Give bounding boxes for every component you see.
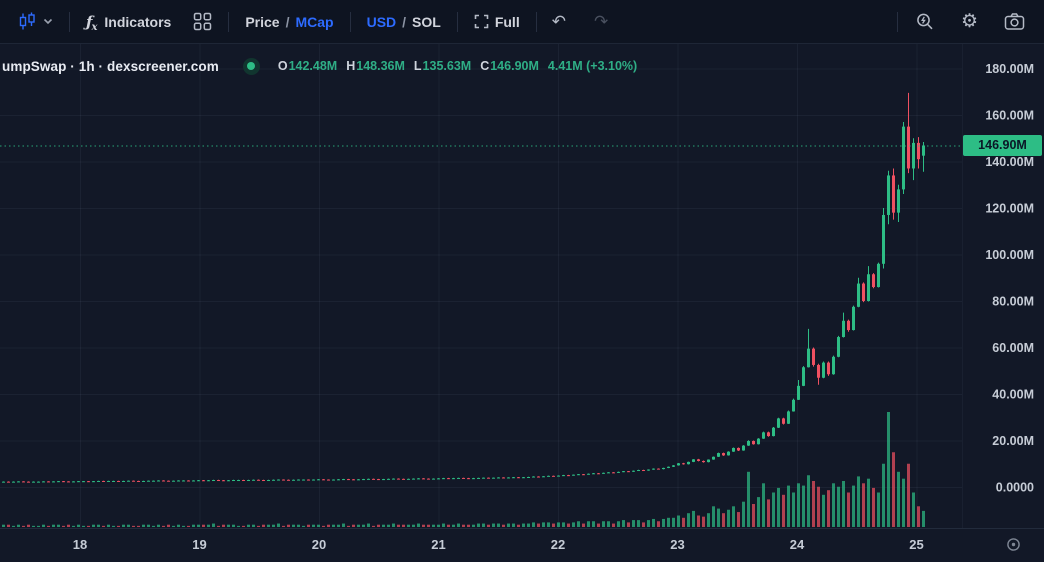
full-label: Full — [494, 13, 520, 30]
svg-text:25: 25 — [909, 537, 923, 552]
svg-text:21: 21 — [431, 537, 445, 552]
svg-text:40.00M: 40.00M — [992, 388, 1034, 402]
undo-button[interactable]: ↶ — [551, 11, 566, 31]
fullscreen-button[interactable]: Full — [466, 10, 528, 34]
price-axis[interactable] — [962, 44, 1044, 528]
svg-text:18: 18 — [73, 537, 87, 552]
y-axis-labels: 180.00M 160.00M 140.00M 120.00M 100.00M 80.00… — [985, 62, 1034, 495]
time-axis[interactable] — [0, 528, 1000, 562]
layouts-button[interactable] — [185, 8, 220, 35]
symbol-title: umpSwap · 1h · dexscreener.com — [2, 58, 219, 74]
high-label: H — [346, 59, 356, 73]
quick-search-button[interactable] — [906, 9, 944, 35]
svg-text:23: 23 — [670, 537, 684, 552]
gear-icon: ⚙ — [960, 11, 978, 32]
svg-text:22: 22 — [551, 537, 565, 552]
axis-gear-icon — [1006, 537, 1020, 551]
indicators-button[interactable]: ƒx Indicators — [78, 9, 179, 35]
x-axis-labels: 18 19 20 21 22 23 24 25 — [73, 537, 924, 552]
toolbar-divider — [228, 11, 230, 32]
close-label: C — [480, 59, 490, 73]
ohlc-readout: O 142.48M H 148.36M L 135.63M C 146.90M 4.41… — [278, 59, 637, 73]
open-value: 142.48M — [288, 59, 338, 73]
chart-toolbar: ƒx Indicators Price / MCap USD / SOL — [0, 0, 1044, 44]
slash-separator: / — [285, 13, 290, 30]
toolbar-divider — [349, 11, 351, 32]
low-label: L — [413, 59, 422, 73]
mcap-option[interactable]: MCap — [295, 13, 334, 30]
usd-option[interactable]: USD — [366, 13, 397, 30]
change-value: 4.41M (+3.10%) — [547, 59, 638, 73]
close-value: 146.90M — [490, 59, 539, 73]
camera-icon — [1004, 13, 1025, 30]
live-status-chip[interactable] — [242, 57, 260, 75]
chevron-down-icon — [43, 18, 53, 25]
chart-type-button[interactable] — [10, 8, 61, 35]
fullscreen-icon — [474, 14, 489, 29]
indicators-label: Indicators — [104, 13, 172, 30]
svg-text:20.00M: 20.00M — [992, 434, 1034, 448]
axis-settings-button[interactable] — [1002, 534, 1024, 554]
svg-text:80.00M: 80.00M — [992, 295, 1034, 309]
settings-button[interactable]: ⚙ — [952, 9, 987, 34]
candlestick-icon — [19, 12, 35, 30]
svg-text:180.00M: 180.00M — [985, 62, 1034, 76]
svg-text:0.0000: 0.0000 — [996, 481, 1034, 495]
grid-layout-icon — [194, 12, 212, 31]
toolbar-divider — [896, 11, 898, 32]
symbol-header: umpSwap · 1h · dexscreener.com O 142.48M … — [2, 56, 637, 76]
price-option[interactable]: Price — [245, 13, 280, 30]
grid-layer — [0, 44, 962, 528]
usd-sol-toggle[interactable]: USD / SOL — [359, 10, 449, 34]
volume-layer — [2, 412, 925, 527]
svg-text:120.00M: 120.00M — [985, 202, 1034, 216]
svg-text:20: 20 — [312, 537, 326, 552]
toolbar-divider — [69, 11, 70, 32]
screenshot-button[interactable] — [995, 9, 1034, 34]
toolbar-divider — [456, 11, 458, 32]
last-price-badge: 146.90M — [963, 134, 1042, 156]
toolbar-divider — [535, 11, 537, 32]
sol-option[interactable]: SOL — [412, 13, 441, 30]
svg-text:19: 19 — [192, 537, 206, 552]
redo-button[interactable]: ↷ — [593, 11, 609, 31]
svg-text:60.00M: 60.00M — [992, 341, 1034, 355]
svg-text:24: 24 — [790, 537, 805, 552]
low-value: 135.63M — [422, 59, 472, 73]
svg-text:140.00M: 140.00M — [985, 155, 1034, 169]
high-value: 148.36M — [356, 59, 405, 73]
fx-icon: ƒx — [86, 12, 98, 33]
svg-text:160.00M: 160.00M — [985, 109, 1034, 123]
candles-layer — [2, 92, 925, 483]
price-mcap-toggle[interactable]: Price / MCap — [237, 10, 341, 34]
search-flash-icon — [917, 13, 933, 29]
open-label: O — [277, 59, 288, 73]
slash-separator: / — [402, 13, 407, 30]
live-dot-icon — [247, 62, 256, 70]
svg-text:100.00M: 100.00M — [985, 248, 1034, 262]
